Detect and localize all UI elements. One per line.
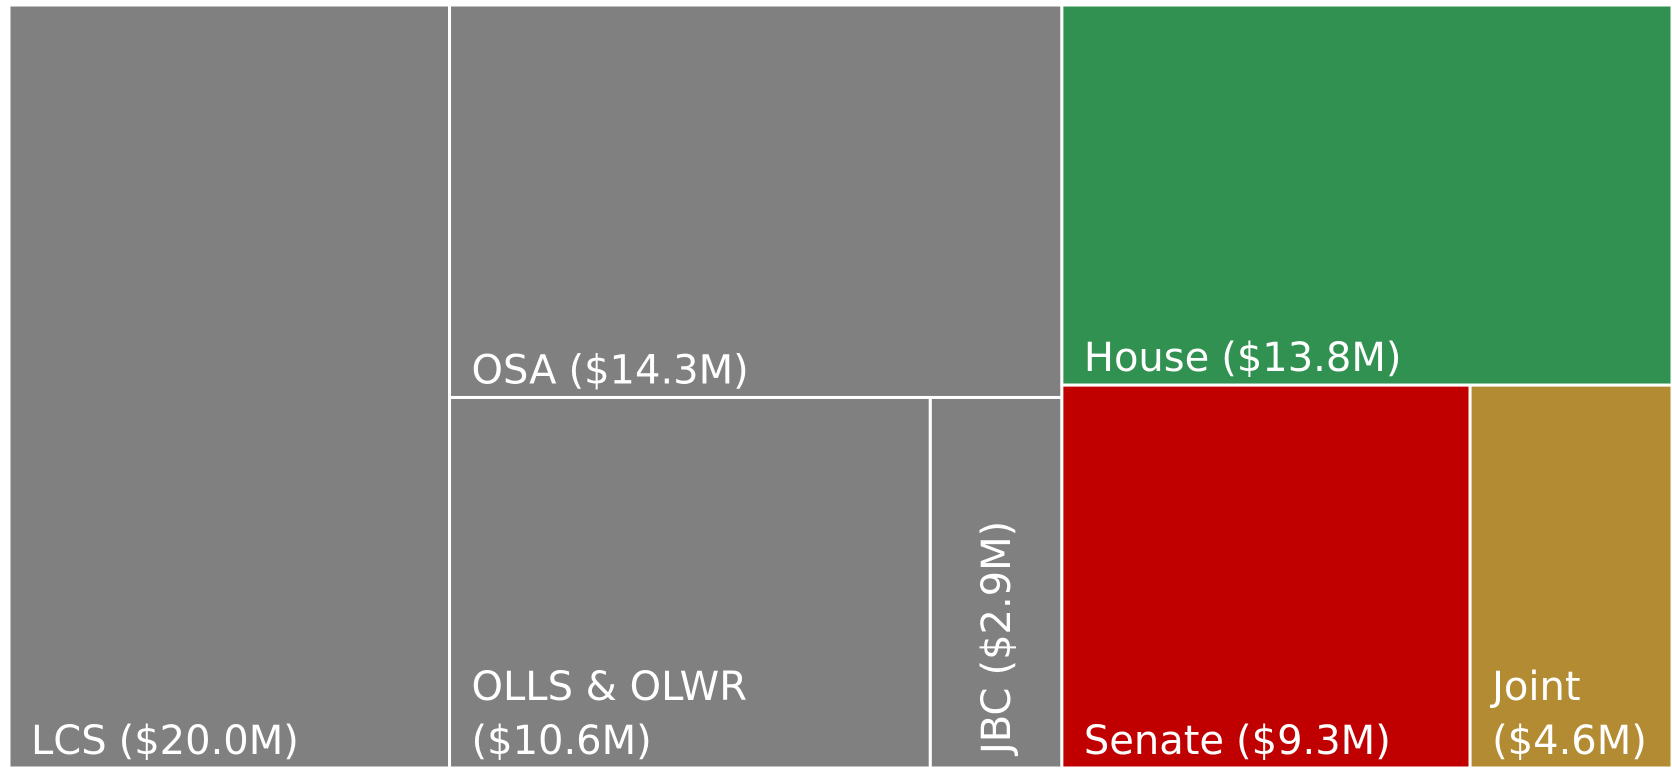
tile bbox=[1060, 3, 1672, 387]
tile bbox=[1468, 383, 1672, 768]
tile-label: JBC ($2.9M) bbox=[974, 521, 1020, 757]
value-label: ($2.9M) bbox=[974, 521, 1020, 676]
tile-label: OSA ($14.3M) bbox=[472, 347, 749, 393]
category-label: JBC bbox=[974, 688, 1020, 757]
tile bbox=[448, 395, 932, 768]
value-label: ($13.8M) bbox=[1221, 335, 1401, 381]
tile-label: Joint ($4.6M) bbox=[1489, 664, 1647, 764]
value-label: ($10.6M) bbox=[472, 718, 652, 764]
category-label: House bbox=[1084, 335, 1209, 381]
category-label: Joint bbox=[1489, 664, 1580, 710]
tile-label: House ($13.8M) bbox=[1084, 335, 1402, 381]
value-label: ($4.6M) bbox=[1492, 718, 1647, 764]
value-label: ($9.3M) bbox=[1236, 718, 1391, 764]
category-label: OSA bbox=[472, 347, 558, 393]
category-label: OLLS & OLWR bbox=[472, 664, 748, 710]
value-label: ($14.3M) bbox=[569, 347, 749, 393]
category-label: LCS bbox=[31, 718, 107, 764]
tile-label: LCS ($20.0M) bbox=[31, 718, 299, 764]
tile-label: Senate ($9.3M) bbox=[1084, 718, 1391, 764]
tile-label: OLLS & OLWR ($10.6M) bbox=[472, 664, 748, 764]
tile bbox=[1060, 383, 1472, 768]
value-label: ($20.0M) bbox=[119, 718, 299, 764]
tile bbox=[448, 3, 1064, 399]
category-label: Senate bbox=[1084, 718, 1224, 764]
tile bbox=[7, 3, 452, 768]
tile bbox=[928, 395, 1064, 768]
